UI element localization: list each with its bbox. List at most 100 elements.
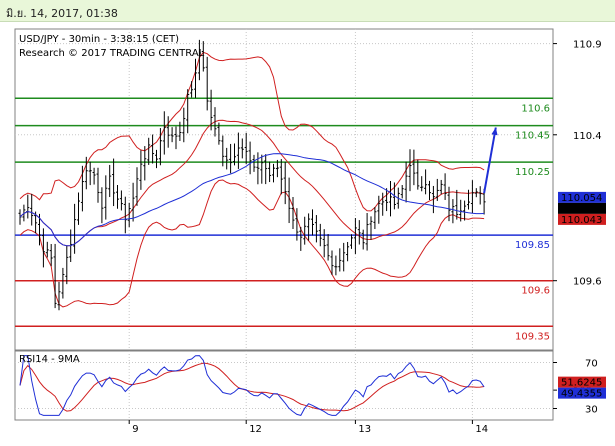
axis-tick-label: 110.9 (573, 40, 602, 51)
ohlc-bar (291, 197, 295, 230)
svg-text:110.044: 110.044 (561, 204, 602, 215)
ohlc-bar (314, 215, 318, 243)
axis-tick-label: 109.6 (573, 277, 602, 288)
ohlc-bar (279, 159, 283, 195)
ohlc-bar (217, 122, 221, 145)
main-grid (15, 29, 553, 391)
axis-tick-label: 14 (475, 424, 488, 435)
ohlc-bar (119, 190, 123, 211)
ohlc-bar (112, 158, 116, 207)
ohlc-bar (236, 132, 240, 169)
ohlc-bar (143, 146, 147, 181)
ohlc-bar (73, 203, 77, 254)
ohlc-bar (431, 185, 435, 214)
ohlc-bar (201, 41, 205, 72)
ohlc-bar (443, 173, 447, 200)
ohlc-bar (389, 180, 392, 217)
ohlc-bar (416, 159, 420, 190)
ohlc-bar (318, 223, 322, 247)
ohlc-bar (41, 228, 45, 268)
projection-arrow (483, 127, 498, 194)
ma-line (19, 153, 485, 247)
ohlc-bar (182, 107, 186, 143)
ohlc-bar (283, 161, 287, 205)
ohlc-bar (435, 178, 439, 201)
ohlc-bar (57, 281, 61, 311)
axis-tick-label: 70 (585, 359, 598, 370)
ohlc-bar (80, 165, 84, 212)
header-timestamp: มิ.ย. 14, 2017, 01:38 (6, 7, 118, 20)
rsi-line (19, 355, 485, 416)
ohlc-bar (104, 175, 108, 220)
price-tag: 110.043 (558, 213, 606, 226)
ohlc-bar (447, 186, 451, 222)
level-label: 110.6 (521, 103, 550, 114)
ohlc-bar (264, 154, 268, 185)
level-label: 109.85 (515, 240, 550, 251)
ohlc-bar (287, 177, 291, 224)
ohlc-bar (467, 189, 470, 210)
chart-title: USD/JPY - 30min - 3:38:15 (CET) (19, 34, 179, 45)
ohlc-bar (108, 164, 112, 198)
header-bar: มิ.ย. 14, 2017, 01:38 (0, 0, 615, 22)
level-label: 110.45 (515, 131, 550, 142)
ohlc-bar (455, 189, 459, 220)
ohlc-bar (311, 209, 314, 236)
ohlc-bar (361, 229, 365, 250)
ohlc-bar (240, 138, 244, 159)
ohlc-bar (275, 159, 279, 178)
ohlc-bar (209, 89, 213, 131)
ohlc-bar (233, 143, 236, 166)
price-bars (18, 39, 486, 311)
ohlc-bar (381, 192, 385, 216)
ohlc-bar (365, 212, 369, 251)
ohlc-bar (272, 163, 275, 183)
ohlc-bar (470, 180, 474, 214)
ohlc-bar (116, 184, 119, 209)
ohlc-bar (330, 250, 334, 275)
ohlc-bar (474, 188, 478, 198)
ohlc-bar (100, 187, 104, 224)
level-label: 109.35 (515, 331, 550, 342)
ohlc-bar (96, 167, 100, 203)
axis-tick-label: 13 (358, 424, 371, 435)
ohlc-bar (326, 234, 330, 261)
ohlc-bar (295, 208, 299, 241)
rsi-axis: 70 30 (553, 359, 598, 416)
ohlc-bar (151, 134, 155, 164)
rsi-title: RSI14 - 9MA (19, 354, 80, 365)
ohlc-bar (463, 200, 467, 221)
projection-arrowhead (491, 127, 498, 136)
svg-text:110.043: 110.043 (561, 215, 602, 226)
ohlc-bar (139, 150, 143, 190)
ohlc-bar (162, 111, 166, 155)
ohlc-bar (400, 185, 404, 199)
ohlc-bar (439, 179, 443, 195)
rsi-panel-frame (14, 350, 554, 421)
chart-subtitle: Research © 2017 TRADING CENTRAL (19, 48, 205, 59)
ohlc-bar (213, 107, 217, 137)
ohlc-bar (49, 244, 53, 267)
rsi-lines (19, 355, 485, 416)
ohlc-bar (404, 161, 408, 203)
ohlc-bar (84, 156, 88, 190)
ohlc-bar (30, 193, 34, 226)
ohlc-bar (155, 149, 158, 169)
price-tag: 110.044 (558, 202, 606, 215)
ohlc-bar (252, 154, 256, 172)
ohlc-bar (178, 121, 182, 141)
ohlc-bar (190, 81, 194, 98)
ohlc-bar (353, 218, 357, 254)
ohlc-bar (53, 243, 57, 309)
ohlc-bar (428, 180, 431, 201)
ohlc-bar (170, 127, 174, 143)
ohlc-bar (268, 161, 272, 183)
axis-tick-label: 30 (585, 405, 598, 416)
ohlc-bar (248, 141, 252, 175)
ohlc-bar (229, 143, 233, 174)
ohlc-bar (244, 132, 248, 164)
ohlc-bar (338, 248, 342, 272)
ohlc-bar (127, 202, 131, 228)
